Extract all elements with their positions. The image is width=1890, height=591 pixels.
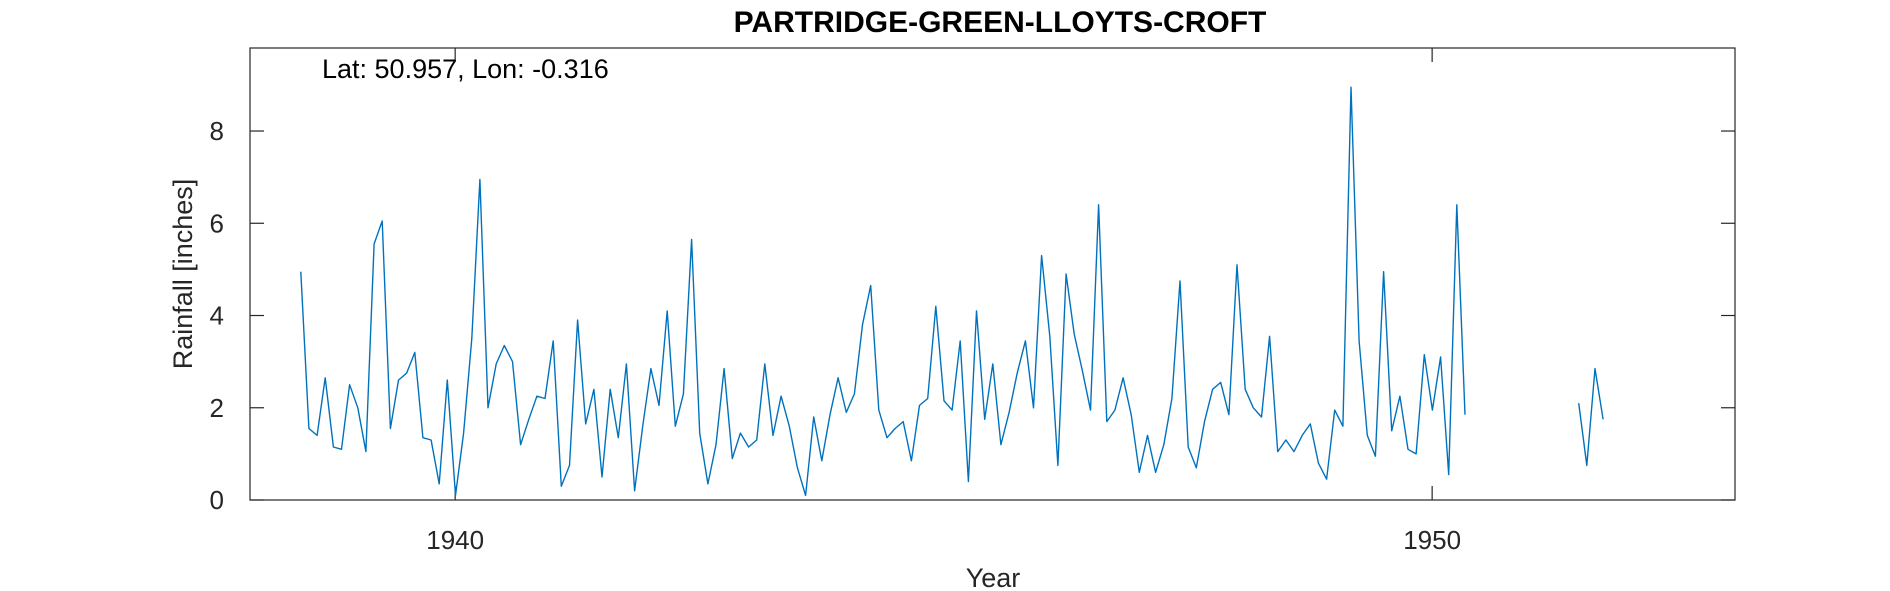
y-tick-label: 6	[210, 208, 224, 238]
y-axis: 0 2 4 6 8	[210, 116, 1735, 515]
rainfall-series-line-2	[1578, 367, 1604, 467]
x-tick-label: 1940	[426, 525, 484, 555]
series-group	[300, 86, 1604, 497]
x-axis-label: Year	[966, 563, 1021, 591]
x-tick-label: 1950	[1403, 525, 1461, 555]
plot-frame	[249, 47, 1736, 501]
x-axis: 1940 1950	[426, 48, 1461, 555]
y-axis-label: Rainfall [inches]	[168, 179, 198, 370]
rainfall-series-line-1	[300, 86, 1466, 497]
station-annotation: Lat: 50.957, Lon: -0.316	[322, 54, 609, 84]
y-tick-label: 2	[210, 393, 224, 423]
y-tick-label: 0	[210, 485, 224, 515]
chart-title: PARTRIDGE-GREEN-LLOYTS-CROFT	[734, 6, 1267, 39]
y-tick-label: 8	[210, 116, 224, 146]
y-tick-label: 4	[210, 301, 224, 331]
